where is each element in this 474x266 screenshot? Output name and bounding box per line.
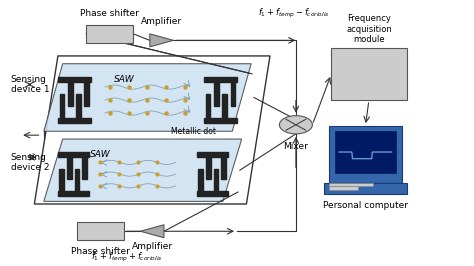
Text: SAW: SAW	[90, 150, 110, 159]
Text: Sensing
device 2: Sensing device 2	[11, 153, 49, 172]
Bar	[77, 222, 124, 240]
Text: Metallic dot: Metallic dot	[171, 127, 216, 136]
Text: Mixer: Mixer	[283, 142, 309, 151]
Text: Phase shifter: Phase shifter	[71, 247, 130, 256]
Text: $f_1+f_{temp}-f_{coriolis}$: $f_1+f_{temp}-f_{coriolis}$	[258, 7, 330, 20]
Bar	[197, 152, 228, 157]
Bar	[86, 25, 133, 43]
Bar	[67, 157, 72, 180]
Bar	[76, 94, 81, 118]
Bar	[329, 186, 358, 190]
Bar	[214, 82, 219, 106]
Bar	[331, 48, 407, 100]
Bar	[214, 169, 219, 191]
Bar	[206, 157, 211, 180]
Text: Sensing
device 1: Sensing device 1	[11, 75, 49, 94]
Bar	[221, 157, 226, 180]
Bar	[204, 118, 237, 123]
Bar	[84, 82, 89, 106]
Bar	[324, 183, 407, 194]
Bar	[59, 169, 64, 191]
Bar	[204, 77, 237, 82]
Polygon shape	[44, 139, 242, 201]
Polygon shape	[140, 225, 164, 238]
Bar	[335, 131, 396, 173]
Bar	[58, 77, 91, 82]
Polygon shape	[44, 64, 251, 131]
Circle shape	[279, 116, 312, 134]
Bar	[82, 157, 87, 180]
Bar	[230, 82, 235, 106]
Bar	[68, 82, 73, 106]
Bar	[329, 183, 373, 186]
Bar	[206, 94, 210, 118]
Text: Amplifier: Amplifier	[141, 17, 182, 26]
Bar	[60, 94, 64, 118]
Bar	[197, 191, 228, 196]
Text: Amplifier: Amplifier	[132, 242, 173, 251]
Bar	[75, 169, 80, 191]
Polygon shape	[150, 34, 173, 47]
Bar	[58, 118, 91, 123]
Bar	[199, 169, 203, 191]
Text: Phase shifter: Phase shifter	[80, 9, 139, 18]
Text: $f_1+f_{temp}+f_{coriolis}$: $f_1+f_{temp}+f_{coriolis}$	[91, 251, 163, 264]
Bar	[58, 191, 89, 196]
Bar	[222, 94, 227, 118]
Text: SAW: SAW	[114, 75, 134, 84]
Text: Personal computer: Personal computer	[323, 201, 408, 210]
Bar	[329, 126, 402, 183]
Text: Frequency
acquisition
module: Frequency acquisition module	[346, 14, 392, 44]
Bar	[58, 152, 89, 157]
